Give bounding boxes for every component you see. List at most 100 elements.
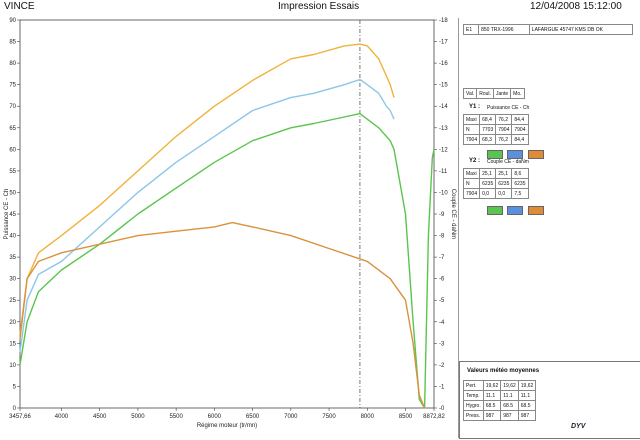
cell: Temp. [463,390,484,401]
table-row: N 7703 7904 7904 [462,124,529,135]
y2-tick-label: -14 [439,104,448,110]
y2-tick-label: -4 [439,320,445,326]
y2-name: Couple CE - daNm [487,159,529,165]
x-tick-label: 4000 [55,414,69,420]
cell: 11.1 [517,390,537,401]
cell: 68.5 [500,400,519,411]
swatch-mo [527,150,544,159]
cell: 7904 [462,134,481,145]
col-mo: Mo. [510,88,525,99]
cell: 6235 [511,178,529,189]
swatch-mo [527,206,544,215]
cell: 68,3 [479,134,497,145]
cell: N [462,124,481,135]
y2-tick-label: -13 [439,126,448,132]
y-tick-label: 80 [9,61,16,67]
y2-tick-label: -11 [439,169,448,175]
table-row: Maxi 68,4 76,2 84,4 [462,114,529,125]
y2-tick-label: -3 [439,341,445,347]
x-tick-label: 5500 [169,414,183,420]
y2-tick-label: -7 [439,255,445,261]
cell: 6235 [495,178,513,189]
y-tick-label: 65 [9,126,16,132]
cell: 7904 [511,124,529,135]
cell: Pert. [463,380,484,391]
cell: 68.5 [482,400,502,411]
cell: N [462,178,481,189]
x-tick-label: 3457,66 [9,414,31,420]
y1-label: Y1 : [469,104,481,110]
cell: 7904 [462,188,481,199]
vehicle-model: 850 TRX-1996 [478,24,530,35]
y-tick-label: 5 [13,384,17,390]
y-tick-label: 15 [9,341,16,347]
cell: Maxi [462,114,481,125]
series-line-roul [19,112,435,409]
y2-tick-label: -6 [439,277,445,283]
cell: 19,62 [500,380,519,391]
y-tick-label: 10 [9,363,16,369]
x-tick-label: 6000 [208,414,222,420]
table-row: Press. 987 987 987 [463,410,537,421]
series-line-jante [19,78,395,353]
table-row: 7904 68,3 76,2 84,4 [462,134,529,145]
col-val: Val. [462,88,478,99]
cell: 7703 [479,124,497,135]
y2-swatches [487,202,544,220]
x-tick-label: 7000 [284,414,298,420]
x-tick-label: 5000 [131,414,145,420]
y2-tick-label: -8 [439,234,445,240]
swatch-jante [507,150,524,159]
cell: 8,6 [511,168,529,179]
cell: 11.1 [482,390,502,401]
table-row: Pert. 19,62 19,62 19,62 [463,380,537,391]
results-panel: E1 850 TRX-1996 LAFARGUE 45747 KMS DB OK… [458,18,640,439]
y-tick-label: 0 [13,406,17,412]
client-name: VINCE [4,1,35,12]
cell: 25,1 [479,168,497,179]
print-timestamp: 12/04/2008 15:12:00 [530,1,622,12]
x-axis-label: Régime moteur (tr/mn) [197,423,257,429]
brand-logo: DYV [571,423,586,430]
y2-tick-label: -12 [439,147,448,153]
y2-tick-label: -0 [439,406,445,412]
meteo-title: Valeurs météo moyennes [467,368,540,374]
page-title: Impression Essais [278,1,360,12]
y2-tick-label: -17 [439,40,448,46]
cell: 76,2 [495,134,513,145]
table-row: N 6235 6235 6235 [462,178,529,189]
cell: 11.1 [500,390,519,401]
cell: 7,5 [511,188,529,199]
cell: 0,0 [495,188,513,199]
y-tick-label: 90 [9,18,16,24]
y-tick-label: 20 [9,320,16,326]
x-tick-label: 6500 [246,414,260,420]
x-tick-label: 8872,82 [423,414,445,420]
y2-table: Maxi 25,1 25,1 8,6 N 6235 6235 6235 7904 0,0 0,0… [462,168,529,199]
cell: 19,62 [517,380,537,391]
y2-tick-label: -16 [439,61,448,67]
meteo-box [459,361,640,439]
cell: 84,4 [511,134,529,145]
y2-tick-label: -10 [439,190,448,196]
cell: 987 [517,410,537,421]
cell: 6235 [479,178,497,189]
swatch-roul [487,206,503,215]
y1-table: Maxi 68,4 76,2 84,4 N 7703 7904 7904 7904 68,3 7… [462,114,529,145]
y2-tick-label: -18 [439,18,448,24]
columns-header: Val. Roul. Jante Mo. [462,88,525,99]
cell: 68,4 [479,114,497,125]
y1-name: Puissance CE - Ch [487,105,530,111]
y-tick-label: 40 [9,234,16,240]
plot-frame [19,19,435,409]
y-tick-label: 50 [9,190,16,196]
y2-tick-label: -2 [439,363,445,369]
cell: 7904 [495,124,513,135]
y2-tick-label: -15 [439,83,448,89]
x-tick-label: 8000 [361,414,375,420]
y-tick-label: 70 [9,104,16,110]
table-row: Hygro. 68.5 68.5 68.5 [463,400,537,411]
x-tick-label: 7500 [322,414,336,420]
page-header: VINCE Impression Essais 12/04/2008 15:12… [0,0,640,14]
cell: 84,4 [511,114,529,125]
